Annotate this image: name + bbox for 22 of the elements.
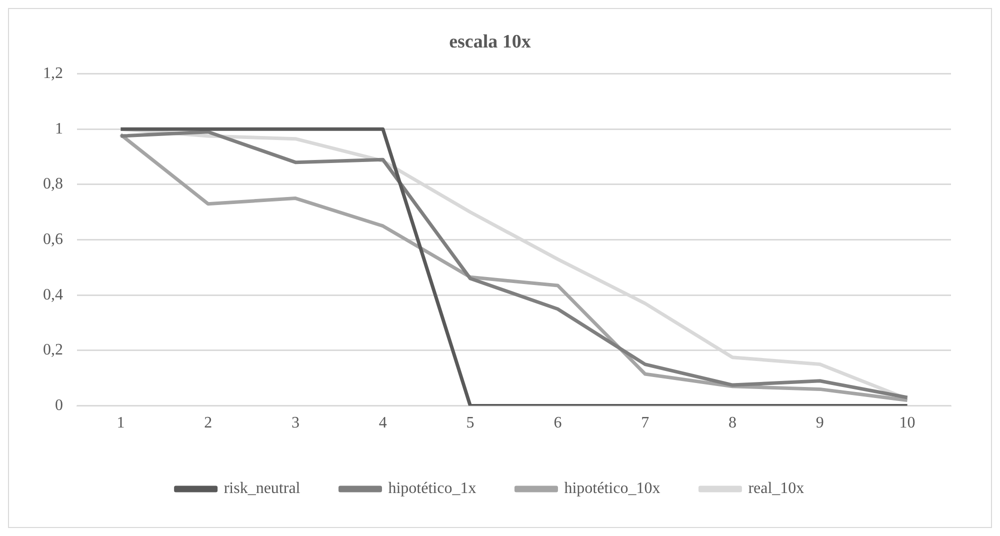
x-tick-label: 6 bbox=[554, 414, 562, 432]
x-tick-label: 4 bbox=[378, 414, 387, 432]
legend-label: real_10x bbox=[748, 480, 804, 498]
x-tick-label: 7 bbox=[641, 414, 650, 432]
y-tick-label: 1 bbox=[55, 120, 63, 138]
legend-label: risk_neutral bbox=[224, 480, 301, 498]
y-tick-label: 0 bbox=[55, 397, 63, 414]
legend-label: hipotético_1x bbox=[388, 480, 476, 498]
y-tick-label: 0,4 bbox=[43, 286, 63, 304]
x-tick-label: 10 bbox=[899, 414, 916, 432]
legend-label: hipotético_10x bbox=[564, 480, 660, 498]
x-tick-label: 2 bbox=[204, 414, 212, 432]
x-tick-label: 3 bbox=[292, 414, 300, 432]
x-tick-label: 5 bbox=[466, 414, 474, 432]
y-tick-label: 0,8 bbox=[43, 176, 63, 193]
y-tick-label: 1,2 bbox=[43, 65, 63, 82]
y-tick-label: 0,6 bbox=[43, 231, 63, 248]
y-tick-label: 0,2 bbox=[43, 342, 63, 359]
x-tick-label: 8 bbox=[728, 414, 736, 432]
x-tick-label: 1 bbox=[116, 414, 125, 432]
chart-title: escala 10x bbox=[449, 31, 532, 52]
x-tick-label: 9 bbox=[816, 414, 824, 432]
